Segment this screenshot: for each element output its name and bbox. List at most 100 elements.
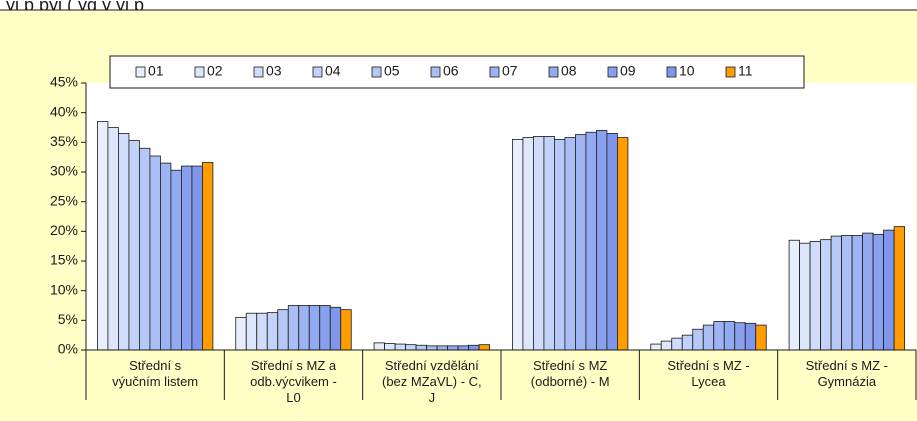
bar-04-cat-5 <box>681 334 694 351</box>
legend-label-01: 01 <box>148 63 164 79</box>
legend: 01 02 03 04 05 06 07 08 09 10 11 <box>109 55 805 89</box>
bar-08-cat-1 <box>170 169 182 351</box>
bar-10-cat-4 <box>606 133 618 351</box>
legend-swatch-07 <box>489 66 500 78</box>
category-label: Střední s výučním listem <box>112 358 198 389</box>
bar-08-cat-3 <box>447 345 459 351</box>
legend-swatch-04 <box>312 66 323 78</box>
bar-06-cat-1 <box>149 155 161 351</box>
y-tick-label: 0% <box>58 341 78 357</box>
bar-10-cat-2 <box>329 306 342 351</box>
legend-swatch-01 <box>135 66 146 78</box>
bar-05-cat-3 <box>415 344 427 351</box>
legend-label-03: 03 <box>266 63 282 79</box>
bar-09-cat-6 <box>872 233 884 351</box>
bar-05-cat-1 <box>139 147 151 351</box>
legend-swatch-11 <box>725 66 736 78</box>
bar-06-cat-3 <box>426 345 438 351</box>
y-tick-label: 20% <box>50 222 78 238</box>
category-labels: Střední s výučním listem Střední s MZ a odb… <box>112 358 888 405</box>
bar-06-cat-5 <box>702 324 715 351</box>
y-tick-label: 45% <box>50 74 78 90</box>
bar-09-cat-3 <box>457 345 469 351</box>
bar-01-cat-5 <box>650 343 662 351</box>
legend-label-06: 06 <box>443 63 459 79</box>
bar-08-cat-2 <box>308 305 321 351</box>
category-label: Střední s MZ -Gymnázia <box>806 358 888 389</box>
bar-08-cat-4 <box>585 131 597 351</box>
bar-05-cat-6 <box>830 235 842 351</box>
bar-02-cat-2 <box>245 312 258 351</box>
bar-01-cat-2 <box>235 316 247 351</box>
bar-02-cat-4 <box>522 137 534 351</box>
bar-06-cat-4 <box>564 137 576 351</box>
category-label: Střední s MZ (odborné) - M <box>531 358 610 389</box>
legend-swatch-02 <box>194 66 205 78</box>
bar-03-cat-3 <box>394 343 406 351</box>
bar-04-cat-1 <box>128 140 140 351</box>
category-label: Střední s MZ -Lycea <box>667 358 749 389</box>
legend-swatch-08 <box>548 66 559 78</box>
legend-label-10: 10 <box>679 63 695 79</box>
bar-10-cat-6 <box>883 229 895 351</box>
bar-02-cat-5 <box>660 340 673 351</box>
bar-01-cat-6 <box>788 239 800 351</box>
bar-07-cat-3 <box>436 345 448 351</box>
legend-swatch-06 <box>430 66 441 78</box>
legend-swatch-03 <box>253 66 264 78</box>
y-tick-label: 40% <box>50 103 78 119</box>
bar-10-cat-3 <box>468 344 480 351</box>
bar-06-cat-6 <box>841 235 853 351</box>
bar-03-cat-5 <box>671 337 683 351</box>
bar-04-cat-3 <box>405 344 417 351</box>
bar-01-cat-1 <box>97 121 109 351</box>
bar-07-cat-4 <box>575 134 587 351</box>
bar-02-cat-3 <box>384 343 396 351</box>
bar-09-cat-2 <box>319 305 331 351</box>
bar-05-cat-5 <box>692 328 704 351</box>
y-tick-label: 15% <box>50 252 78 268</box>
bar-08-cat-5 <box>723 321 736 351</box>
y-tick-label: 35% <box>50 133 78 149</box>
bar-11-cat-5 <box>755 324 767 351</box>
bar-09-cat-4 <box>596 130 608 351</box>
bar-11-cat-4 <box>617 137 629 351</box>
bar-01-cat-3 <box>373 342 385 351</box>
bars-group <box>97 121 905 351</box>
bar-04-cat-6 <box>820 239 832 351</box>
bar-11-cat-3 <box>478 344 490 351</box>
legend-label-07: 07 <box>502 63 518 79</box>
bar-04-cat-2 <box>266 312 279 351</box>
legend-label-08: 08 <box>561 63 577 79</box>
legend-box <box>109 55 805 89</box>
category-label: Střední vzdělání (bez MZaVL) - C, J <box>382 358 482 405</box>
bar-11-cat-6 <box>893 226 905 351</box>
bar-09-cat-1 <box>181 165 193 351</box>
bar-06-cat-2 <box>287 305 300 351</box>
bar-03-cat-6 <box>809 241 821 351</box>
bar-07-cat-1 <box>160 162 172 351</box>
axes-group: 0% 5% 10% 15% 20% 25% 30% 35% 40% 45% <box>50 74 917 400</box>
legend-label-04: 04 <box>325 63 341 79</box>
bar-03-cat-4 <box>533 135 545 351</box>
bar-07-cat-6 <box>851 235 863 351</box>
bar-08-cat-6 <box>862 232 874 351</box>
y-tick-label: 10% <box>50 281 78 297</box>
bar-10-cat-5 <box>744 322 757 351</box>
bar-10-cat-1 <box>191 165 203 351</box>
bar-09-cat-5 <box>734 322 746 351</box>
y-tick-label: 5% <box>58 311 78 327</box>
bar-07-cat-2 <box>298 305 310 351</box>
bar-07-cat-5 <box>713 321 725 351</box>
bar-05-cat-2 <box>277 309 289 351</box>
legend-swatch-05 <box>371 66 382 78</box>
legend-label-02: 02 <box>207 63 223 79</box>
bar-11-cat-1 <box>202 162 214 351</box>
bar-05-cat-4 <box>554 138 566 351</box>
bar-03-cat-2 <box>256 312 268 351</box>
bar-02-cat-6 <box>799 242 811 351</box>
legend-swatch-09 <box>607 66 618 78</box>
bar-03-cat-1 <box>118 133 130 351</box>
